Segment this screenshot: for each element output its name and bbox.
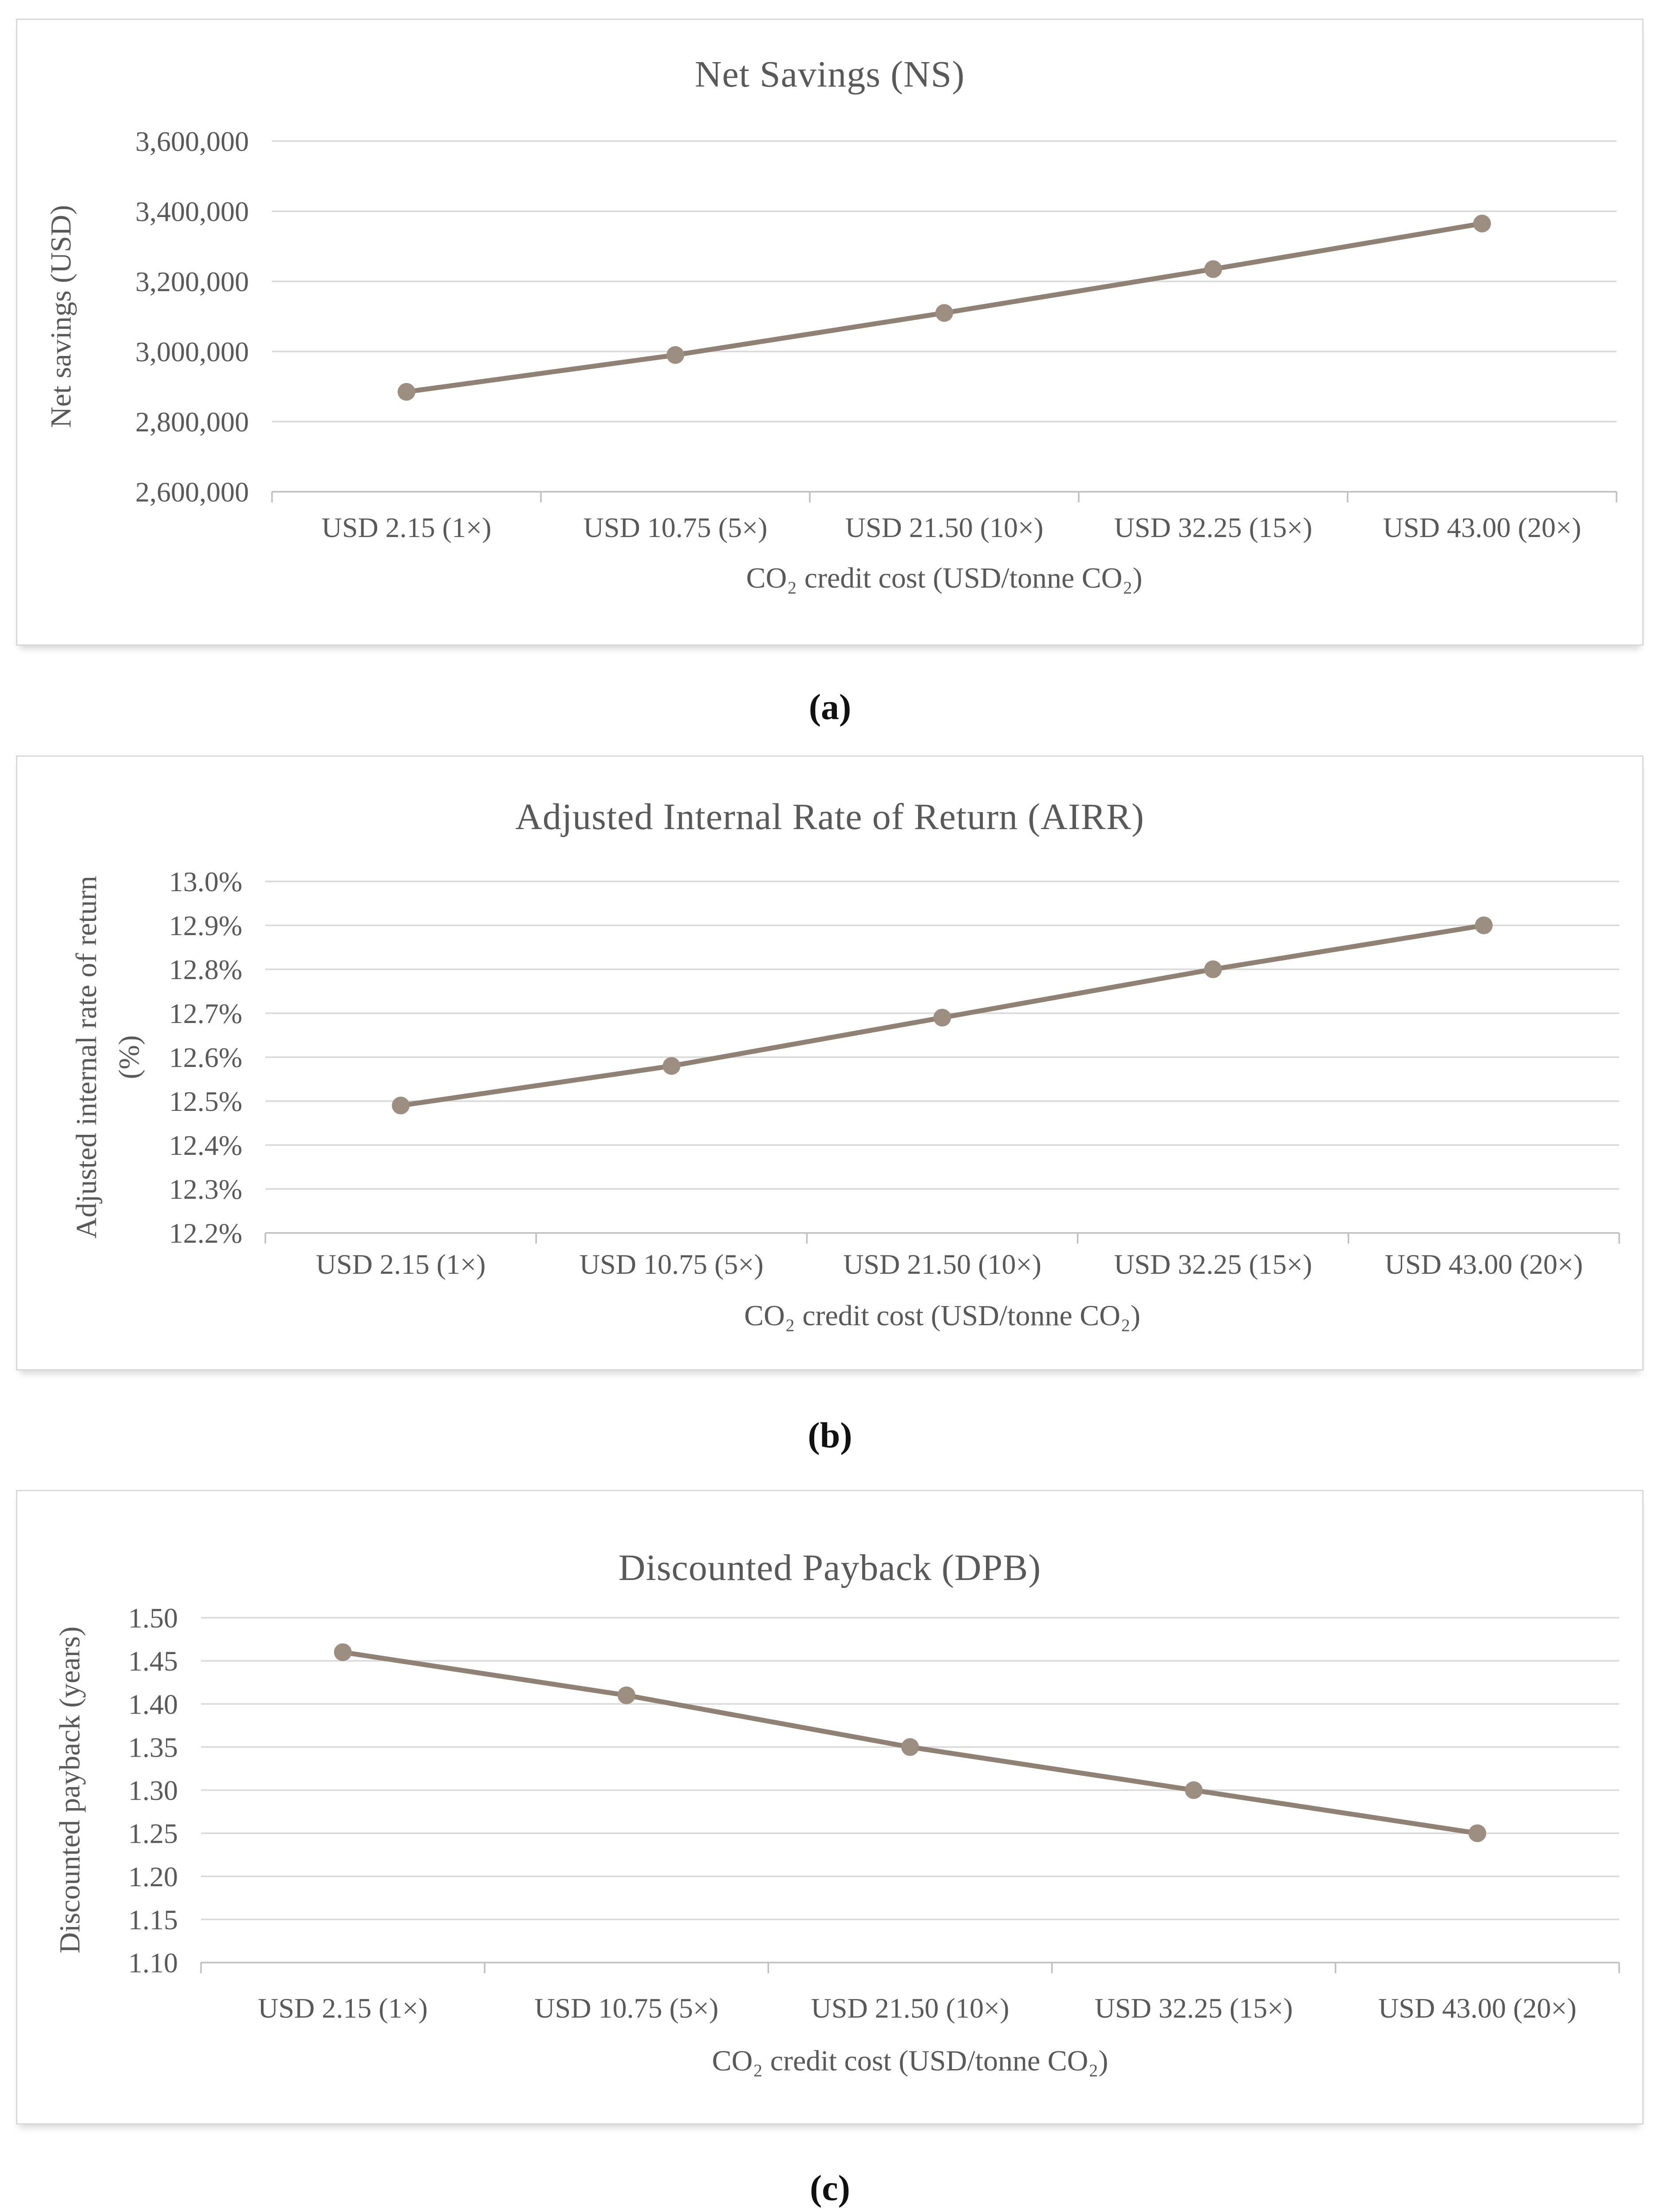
x-category-label: USD 10.75 (5×) [584, 512, 768, 543]
data-point-marker [662, 1057, 681, 1075]
caption-c: (c) [809, 2168, 850, 2208]
chart-title-c: Discounted Payback (DPB) [618, 1547, 1041, 1588]
x-category-label: USD 10.75 (5×) [580, 1248, 764, 1280]
chart-panel-c: Discounted Payback (DPB) Discounted payb… [16, 1490, 1644, 2125]
x-category-label: USD 2.15 (1×) [322, 512, 492, 543]
y-tick-label: 1.35 [128, 1731, 178, 1763]
caption-a: (a) [808, 687, 852, 727]
y-tick-label: 1.25 [128, 1818, 178, 1849]
y-tick-label: 12.9% [169, 910, 242, 941]
y-tick-label: 12.2% [169, 1217, 242, 1249]
y-tick-label: 12.6% [169, 1042, 242, 1073]
chart-panel-a: Net Savings (NS) Net savings (USD) 2,600… [16, 19, 1644, 646]
data-point-marker [1204, 260, 1222, 278]
x-category-label: USD 32.25 (15×) [1095, 1992, 1293, 2024]
y-tick-label: 2,600,000 [135, 476, 249, 508]
data-point-marker [617, 1686, 635, 1704]
data-point-marker [935, 304, 953, 322]
x-category-label: USD 43.00 (20×) [1383, 512, 1581, 543]
plot-area-b: 12.2% 12.3% 12.4% 12.5% 12.6% 12.7% 12.8% 12.9%… [169, 866, 1620, 1280]
y-tick-label: 1.30 [128, 1775, 178, 1806]
plot-area-a: 2,600,000 2,800,000 3,000,000 3,200,000 3,40… [135, 126, 1617, 543]
chart-title-a: Net Savings (NS) [694, 54, 965, 95]
x-axis-title-c: CO₂ credit cost (USD/tonne CO₂) [712, 2045, 1108, 2077]
data-point-marker [1204, 960, 1222, 978]
data-point-marker [334, 1643, 352, 1661]
x-category-label: USD 21.50 (10×) [843, 1248, 1041, 1280]
x-category-label: USD 2.15 (1×) [258, 1992, 428, 2024]
y-tick-label: 12.8% [169, 954, 242, 985]
data-point-marker [398, 383, 415, 401]
x-category-label: USD 43.00 (20×) [1385, 1248, 1583, 1280]
x-axis-title-a: CO₂ credit cost (USD/tonne CO₂) [746, 562, 1143, 594]
x-category-label: USD 21.50 (10×) [845, 512, 1044, 543]
x-category-label: USD 21.50 (10×) [811, 1992, 1009, 2024]
y-tick-label: 12.3% [169, 1173, 242, 1205]
y-tick-label: 3,600,000 [135, 126, 249, 157]
x-category-label: USD 32.25 (15×) [1114, 512, 1313, 543]
data-point-marker [1468, 1824, 1487, 1842]
x-axis-title-b: CO₂ credit cost (USD/tonne CO₂) [744, 1300, 1140, 1332]
y-tick-label: 3,400,000 [135, 196, 249, 227]
x-category-label: USD 10.75 (5×) [534, 1992, 718, 2024]
y-tick-label: 12.7% [169, 998, 242, 1029]
y-tick-label: 1.10 [128, 1947, 178, 1979]
y-tick-label: 3,200,000 [135, 266, 249, 297]
chart-title-b: Adjusted Internal Rate of Return (AIRR) [515, 796, 1144, 837]
caption-b: (b) [808, 1415, 852, 1455]
plot-area-c: 1.10 1.15 1.20 1.25 1.30 1.35 1.40 1.45 1.50 USD … [128, 1602, 1620, 2024]
y-tick-label: 1.40 [128, 1688, 178, 1720]
data-point-marker [1473, 214, 1491, 233]
y-tick-label: 2,800,000 [135, 406, 249, 438]
x-category-label: USD 43.00 (20×) [1378, 1992, 1577, 2024]
y-tick-label: 12.5% [169, 1086, 242, 1117]
y-tick-label: 1.45 [128, 1645, 178, 1677]
x-category-label: USD 32.25 (15×) [1114, 1248, 1312, 1280]
y-tick-label: 1.20 [128, 1861, 178, 1892]
x-category-label: USD 2.15 (1×) [316, 1248, 486, 1280]
y-tick-label: 3,000,000 [135, 336, 249, 367]
data-point-marker [901, 1738, 919, 1756]
data-point-marker [1185, 1781, 1203, 1799]
y-tick-label: 13.0% [169, 866, 242, 897]
y-tick-label: 1.50 [128, 1602, 178, 1634]
y-tick-label: 12.4% [169, 1130, 242, 1161]
chart-panel-b: Adjusted Internal Rate of Return (AIRR) … [16, 755, 1644, 1371]
data-point-marker [666, 346, 684, 364]
data-point-marker [933, 1008, 951, 1027]
data-point-marker [392, 1096, 410, 1114]
data-point-marker [1475, 916, 1493, 934]
y-tick-label: 1.15 [128, 1904, 178, 1935]
